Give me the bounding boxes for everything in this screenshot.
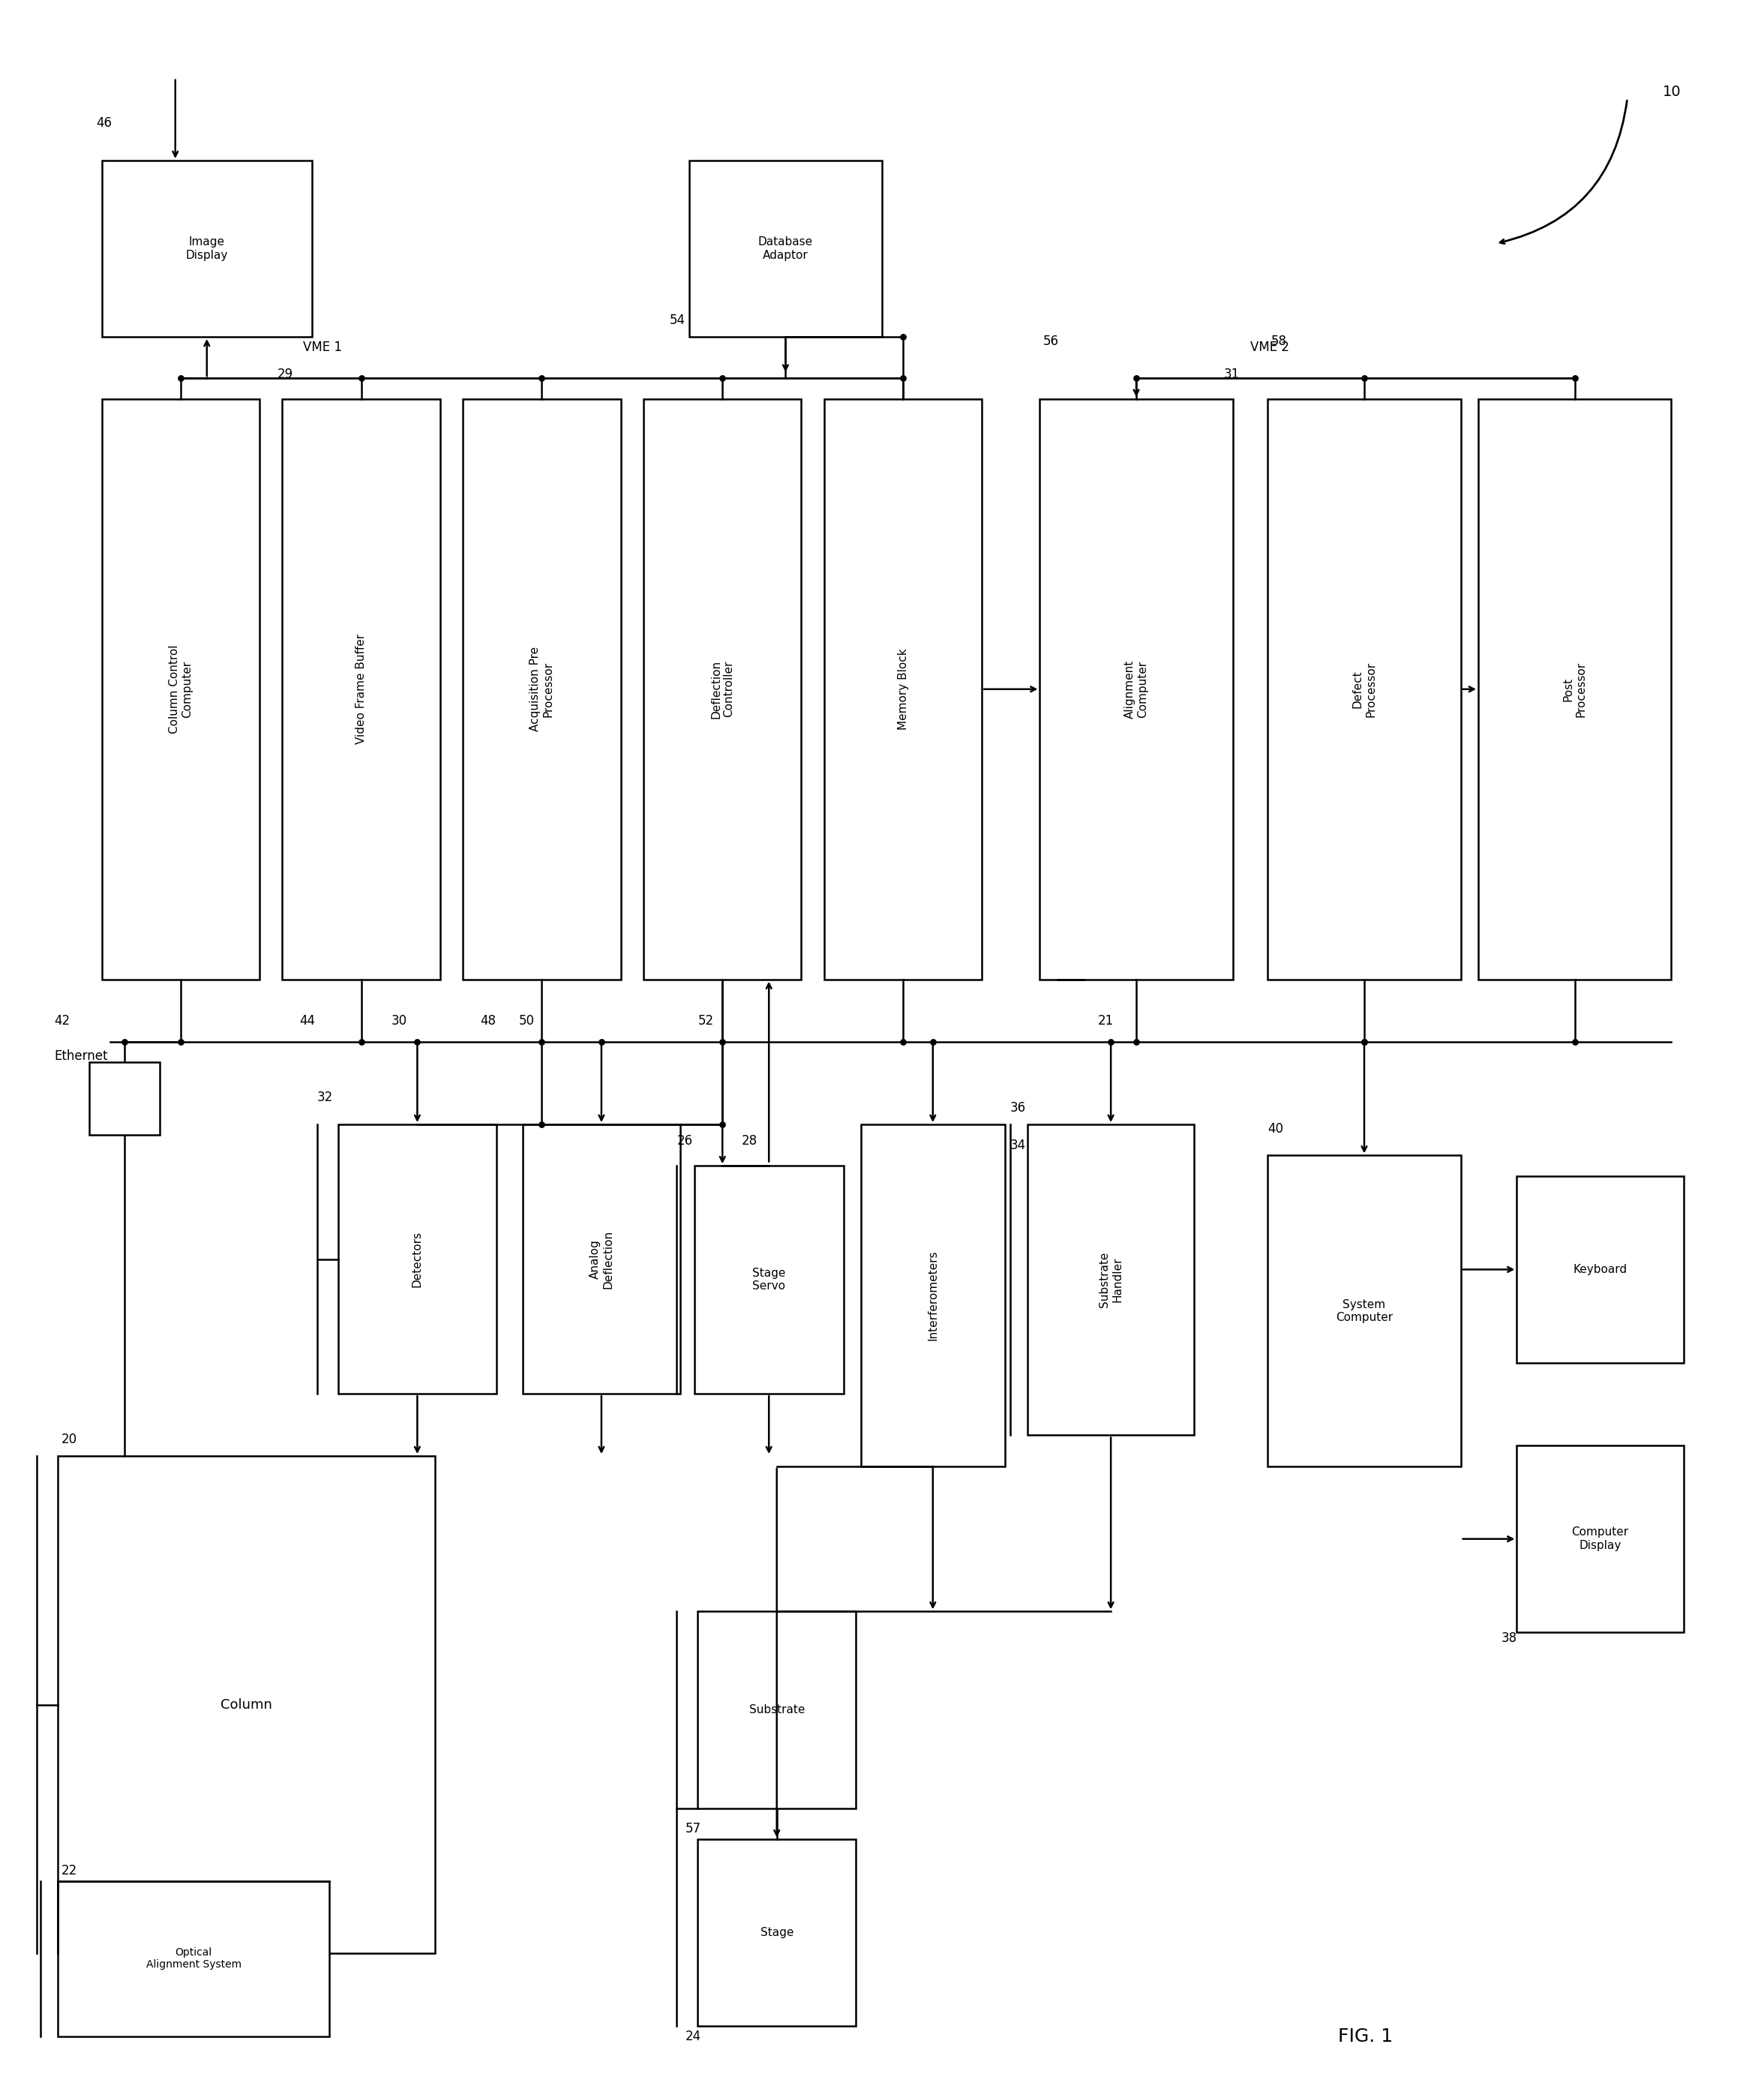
Text: 57: 57	[686, 1823, 702, 1835]
Point	[527, 1108, 556, 1141]
Text: 50: 50	[519, 1014, 534, 1027]
Text: 21: 21	[1097, 1014, 1113, 1027]
FancyBboxPatch shape	[282, 400, 439, 979]
Text: 31: 31	[1224, 367, 1240, 381]
FancyBboxPatch shape	[695, 1166, 843, 1394]
Text: 30: 30	[392, 1014, 407, 1027]
Text: 54: 54	[670, 312, 686, 327]
Point	[348, 362, 376, 396]
Point	[404, 1025, 432, 1058]
Text: Post
Processor: Post Processor	[1563, 662, 1588, 717]
FancyBboxPatch shape	[1268, 1156, 1461, 1466]
Text: 36: 36	[1011, 1102, 1027, 1114]
Text: 26: 26	[677, 1135, 693, 1148]
Text: 42: 42	[55, 1014, 71, 1027]
FancyBboxPatch shape	[339, 1125, 496, 1394]
Point	[111, 1025, 139, 1058]
Text: System
Computer: System Computer	[1335, 1300, 1394, 1323]
FancyBboxPatch shape	[90, 1062, 159, 1135]
Text: Image
Display: Image Display	[185, 237, 228, 260]
FancyBboxPatch shape	[1517, 1177, 1683, 1362]
Text: Detectors: Detectors	[411, 1231, 423, 1287]
Text: Column Control
Computer: Column Control Computer	[168, 646, 192, 733]
Text: Memory Block: Memory Block	[898, 648, 908, 729]
Text: Interferometers: Interferometers	[928, 1250, 938, 1341]
Text: 44: 44	[300, 1014, 316, 1027]
Point	[889, 1025, 917, 1058]
Text: 24: 24	[686, 2029, 702, 2043]
FancyBboxPatch shape	[861, 1125, 1005, 1466]
Text: 34: 34	[1011, 1139, 1027, 1152]
Point	[1122, 362, 1150, 396]
FancyBboxPatch shape	[699, 1612, 856, 1808]
Text: Keyboard: Keyboard	[1573, 1264, 1626, 1275]
Point	[1122, 1025, 1150, 1058]
Point	[166, 1025, 194, 1058]
FancyBboxPatch shape	[522, 1125, 681, 1394]
Point	[709, 1025, 737, 1058]
Text: 28: 28	[741, 1135, 757, 1148]
Point	[709, 362, 737, 396]
Point	[348, 1025, 376, 1058]
Point	[166, 362, 194, 396]
Point	[527, 1025, 556, 1058]
FancyBboxPatch shape	[690, 160, 882, 337]
Point	[1349, 1025, 1378, 1058]
Text: 58: 58	[1272, 333, 1288, 348]
Text: Video Frame Buffer: Video Frame Buffer	[356, 633, 367, 744]
Text: FIG. 1: FIG. 1	[1337, 2027, 1394, 2046]
Point	[587, 1025, 616, 1058]
Text: 48: 48	[480, 1014, 496, 1027]
FancyBboxPatch shape	[1039, 400, 1233, 979]
Text: Stage
Servo: Stage Servo	[751, 1269, 785, 1291]
FancyBboxPatch shape	[1517, 1446, 1683, 1633]
FancyBboxPatch shape	[58, 1881, 330, 2037]
FancyBboxPatch shape	[102, 400, 259, 979]
Text: Analog
Deflection: Analog Deflection	[589, 1229, 614, 1289]
Text: Ethernet: Ethernet	[55, 1050, 108, 1062]
Point	[1097, 1025, 1125, 1058]
FancyBboxPatch shape	[824, 400, 983, 979]
Text: Substrate
Handler: Substrate Handler	[1099, 1252, 1124, 1308]
FancyBboxPatch shape	[1268, 400, 1461, 979]
Text: 22: 22	[62, 1864, 78, 1877]
Text: Database
Adaptor: Database Adaptor	[759, 237, 813, 260]
Point	[889, 321, 917, 354]
Point	[527, 362, 556, 396]
Text: Alignment
Computer: Alignment Computer	[1124, 660, 1148, 719]
Text: 56: 56	[1043, 333, 1058, 348]
Point	[919, 1025, 947, 1058]
Text: Defect
Processor: Defect Processor	[1351, 662, 1376, 717]
Text: Column: Column	[220, 1698, 272, 1712]
Point	[1349, 1025, 1378, 1058]
Text: Acquisition Pre
Processor: Acquisition Pre Processor	[529, 646, 554, 731]
FancyBboxPatch shape	[102, 160, 312, 337]
Point	[889, 362, 917, 396]
Point	[1561, 1025, 1589, 1058]
Text: 29: 29	[277, 367, 293, 381]
Text: Stage: Stage	[760, 1927, 794, 1939]
Text: VME 2: VME 2	[1251, 340, 1289, 354]
Text: Computer
Display: Computer Display	[1572, 1527, 1628, 1552]
Point	[709, 1108, 737, 1141]
Text: 40: 40	[1268, 1123, 1284, 1135]
Text: 32: 32	[318, 1091, 333, 1104]
Text: 20: 20	[62, 1433, 78, 1446]
Text: Optical
Alignment System: Optical Alignment System	[146, 1948, 242, 1971]
Text: 46: 46	[97, 117, 113, 129]
Text: VME 1: VME 1	[303, 340, 342, 354]
Text: 10: 10	[1662, 85, 1681, 100]
Text: Deflection
Controller: Deflection Controller	[711, 660, 734, 719]
FancyBboxPatch shape	[58, 1456, 436, 1954]
FancyBboxPatch shape	[699, 1839, 856, 2027]
Text: Substrate: Substrate	[750, 1704, 804, 1716]
FancyBboxPatch shape	[644, 400, 801, 979]
Text: 38: 38	[1501, 1631, 1517, 1646]
FancyBboxPatch shape	[1028, 1125, 1194, 1435]
Point	[1561, 362, 1589, 396]
FancyBboxPatch shape	[1478, 400, 1671, 979]
Point	[1349, 362, 1378, 396]
FancyBboxPatch shape	[462, 400, 621, 979]
Text: 52: 52	[699, 1014, 714, 1027]
